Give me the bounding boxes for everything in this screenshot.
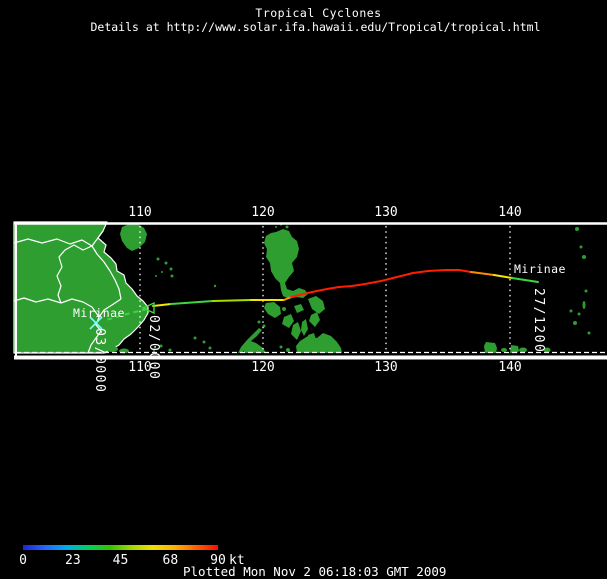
landmasses <box>13 221 591 354</box>
plot-timestamp: Plotted Mon Nov 2 06:18:03 GMT 2009 <box>183 564 447 579</box>
cuyo-islet <box>257 320 261 324</box>
babuyan-islet <box>285 225 289 229</box>
spratly-islet <box>168 348 172 352</box>
track-segment-7 <box>493 274 513 279</box>
south-islet <box>519 347 527 353</box>
colorbar-tick-0: 0 <box>19 553 27 568</box>
colorbar-tick-90: 90 <box>210 553 226 568</box>
spratly-islet <box>159 344 163 348</box>
intensity-colorbar <box>23 545 218 550</box>
marinduque-island <box>282 307 286 311</box>
hainan-island <box>120 224 147 251</box>
east-islet <box>582 255 586 259</box>
south-islet <box>543 347 551 353</box>
track-date-label-27-1200: 27/1200 <box>531 288 546 354</box>
lon-tick-top-130: 130 <box>374 205 398 220</box>
cebu-island <box>301 319 308 336</box>
paracel-islet <box>156 257 160 261</box>
sulu-islet <box>279 345 283 349</box>
colorbar-tick-23: 23 <box>65 553 81 568</box>
borneo-tip <box>243 340 266 353</box>
storm-track <box>105 269 539 321</box>
lon-tick-bottom-140: 140 <box>498 360 522 375</box>
map-frame <box>14 222 607 360</box>
track-segment-2 <box>212 299 252 302</box>
lon-tick-bottom-130: 130 <box>374 360 398 375</box>
paracel-islet <box>170 274 174 278</box>
east-islet <box>569 309 573 313</box>
east-islet <box>577 312 581 316</box>
leyte-island <box>309 312 320 327</box>
track-segment-5 <box>290 269 472 298</box>
spratly-islet <box>202 340 206 344</box>
panay-island <box>282 314 294 328</box>
storm-name-label-west: Mirinae <box>73 306 125 320</box>
negros-island <box>291 322 301 340</box>
country-borders <box>13 230 122 354</box>
south-landmass <box>510 345 519 353</box>
track-date-label-03-0000: 03/0000 <box>92 328 107 394</box>
paracel-islet <box>164 261 168 265</box>
delta-island <box>106 346 118 352</box>
indochina-landmass <box>13 221 149 354</box>
sulu-islet <box>286 348 290 352</box>
east-islet <box>584 289 588 293</box>
south-landmass <box>484 342 497 353</box>
lon-tick-bottom-120: 120 <box>251 360 275 375</box>
lon-tick-bottom-110: 110 <box>128 360 152 375</box>
babuyan-islet <box>275 226 277 228</box>
south-islet <box>501 348 507 352</box>
track-date-label-02-0000: 02/0000 <box>146 315 161 381</box>
track-segment-1 <box>170 300 214 305</box>
east-islet <box>582 301 586 309</box>
lon-tick-top-110: 110 <box>128 205 152 220</box>
storm-markers <box>89 301 155 330</box>
spratly-islet <box>153 350 155 352</box>
luzon-island <box>264 229 308 299</box>
track-segment-8 <box>511 277 539 283</box>
lon-tick-top-140: 140 <box>498 205 522 220</box>
east-islet <box>573 321 577 325</box>
islet <box>213 284 217 288</box>
mindanao-island <box>296 333 342 353</box>
east-islet <box>575 227 579 231</box>
x-marker-icon <box>89 316 103 330</box>
storm-name-label-east: Mirinae <box>514 262 566 276</box>
masbate-island <box>294 304 304 313</box>
mindoro-island <box>264 302 281 318</box>
track-segment-6 <box>470 271 495 276</box>
direction-arrow-icon <box>141 301 155 315</box>
lon-tick-top-120: 120 <box>251 205 275 220</box>
east-islet <box>579 245 583 249</box>
spratly-islet <box>208 346 212 350</box>
colorbar-tick-45: 45 <box>112 553 129 568</box>
track-segment-0 <box>152 303 172 307</box>
paracel-islet <box>161 271 163 273</box>
east-islet <box>587 331 591 335</box>
paracel-islet <box>169 267 173 271</box>
colorbar-tick-68: 68 <box>162 553 179 568</box>
forecast-track-dashed <box>105 308 148 321</box>
paracel-islet <box>155 275 157 277</box>
spratly-islet <box>193 336 197 340</box>
track-segment-4 <box>283 296 292 301</box>
details-url-text: Details at http://www.solar.ifa.hawaii.e… <box>90 20 541 34</box>
samar-island <box>308 296 325 314</box>
page-title: Tropical Cyclones <box>255 6 382 20</box>
colorbar-unit: kt <box>229 553 245 568</box>
